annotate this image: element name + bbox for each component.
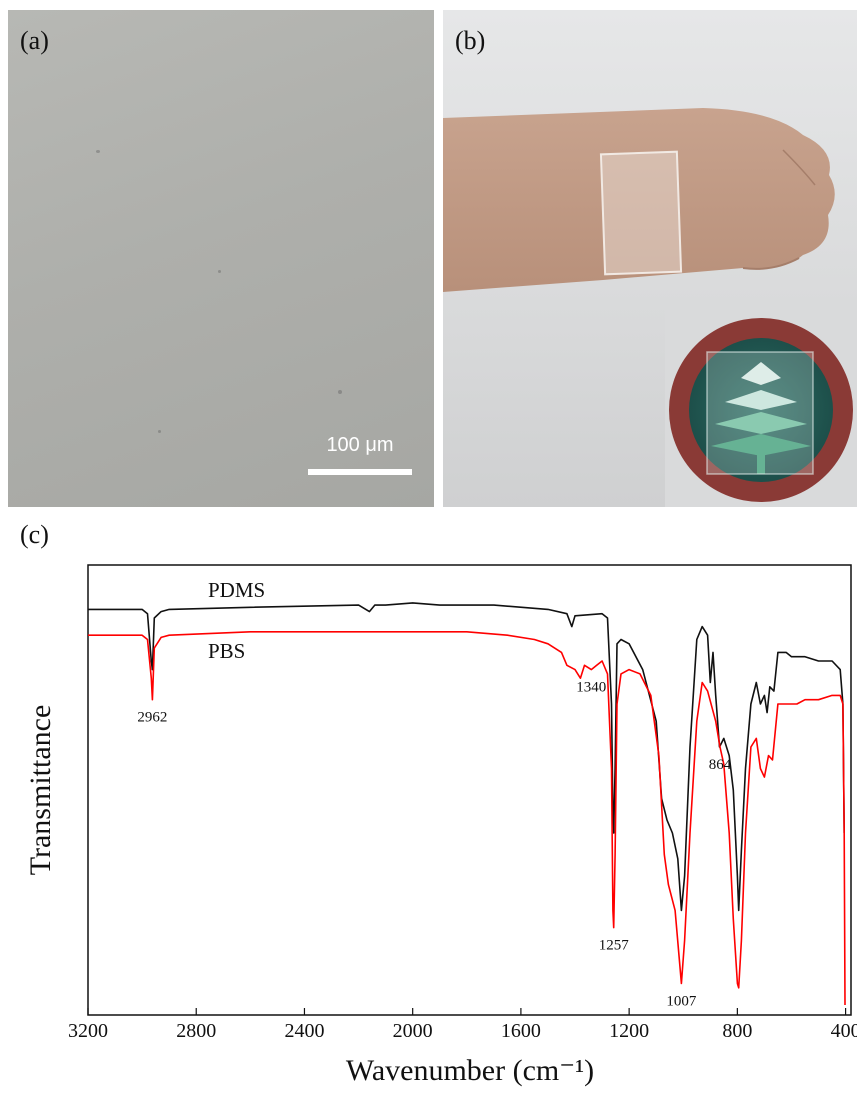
peak-annotation: 1007 [666,994,697,1010]
peak-annotation: 864 [709,757,732,773]
panel-label-a: (a) [20,26,49,55]
y-axis-title: Transmittance [24,705,57,876]
plot-frame [87,564,852,1016]
x-tick-label: 400 [831,1020,857,1042]
x-tick-label: 2800 [176,1020,216,1042]
ftir-chart: 3200 2800 2400 2000 1600 1200 800 400 2962 1340 1… [24,564,857,1087]
panel-label-c: (c) [20,520,49,549]
series-label-pbs: PBS [208,639,245,663]
photo-panel: (b) [443,10,857,507]
inset-film [706,351,814,475]
transparent-film [599,150,683,276]
peak-annotation: 2962 [137,710,167,726]
x-axis: 3200 2800 2400 2000 1600 1200 800 400 [68,1008,857,1042]
series-line-pdms [88,602,845,912]
logo-inset [665,307,857,507]
scale-bar-label: 100 μm [326,434,394,456]
surface-speck [96,150,100,153]
x-tick-label: 3200 [68,1020,108,1042]
series-line-pbs [88,631,846,1006]
series-layer [88,602,846,1006]
hand-photo [443,108,857,507]
micrograph-panel: (a) 100 μm [8,10,434,507]
surface-speck [218,270,221,273]
peak-annotation: 1340 [576,680,606,696]
x-tick-label: 2000 [393,1020,433,1042]
annotation-layer: 2962 1340 1257 1007 864 [137,680,731,1010]
x-axis-title: Wavenumber (cm⁻¹) [346,1054,594,1087]
panel-label-b: (b) [455,26,486,55]
x-tick-label: 800 [722,1020,752,1042]
x-tick-label: 1600 [501,1020,541,1042]
x-tick-label: 1200 [609,1020,649,1042]
surface-speck [158,430,161,433]
surface-speck [338,390,342,394]
series-label-pdms: PDMS [208,578,265,602]
peak-annotation: 1257 [599,938,630,954]
x-tick-label: 2400 [284,1020,324,1042]
scale-bar [308,469,412,475]
